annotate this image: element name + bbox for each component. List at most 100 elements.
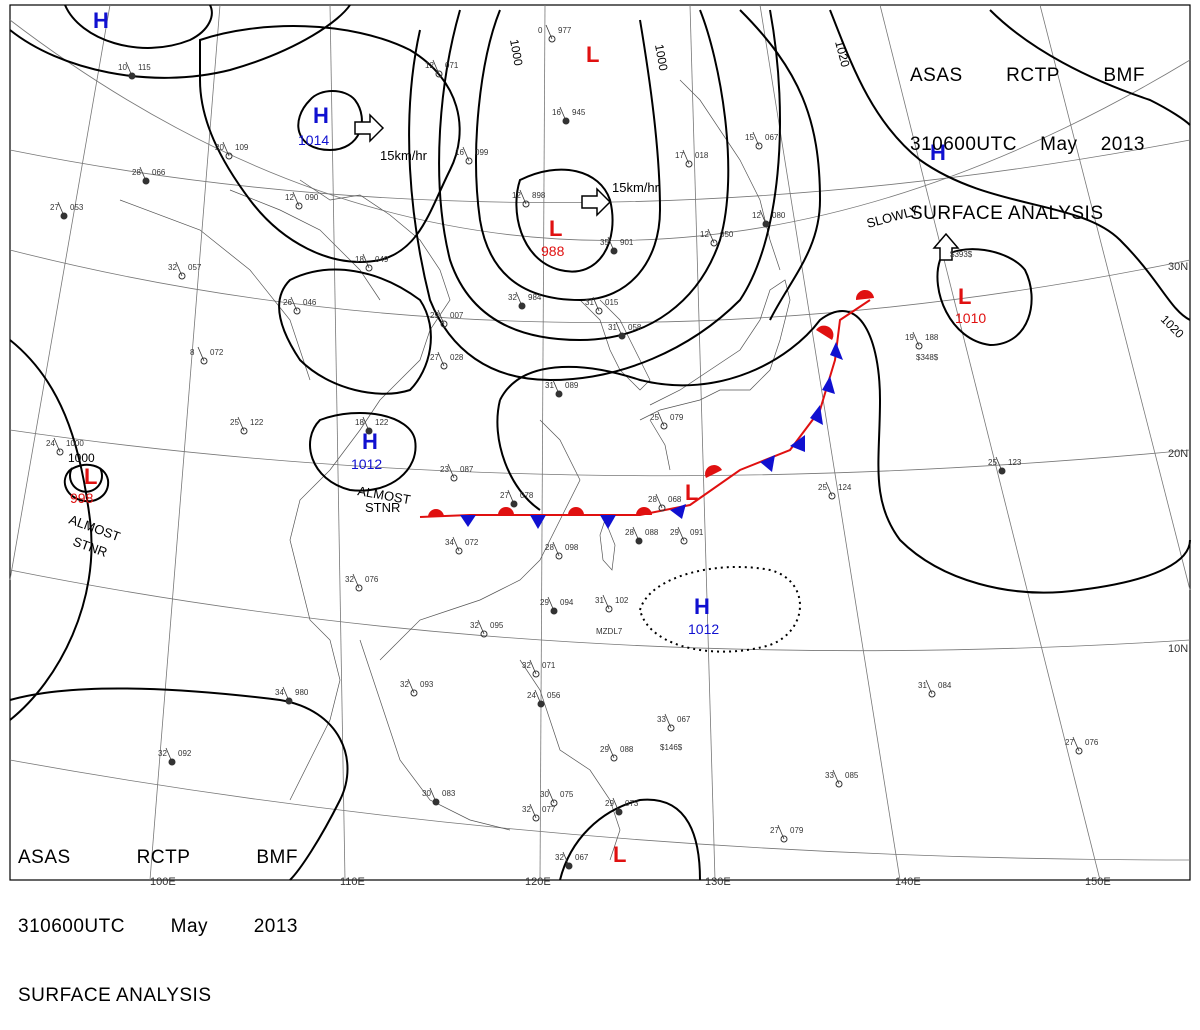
station-temp: 12 bbox=[285, 193, 294, 202]
station-temp: 25 bbox=[650, 413, 659, 422]
isobar-1016-ne bbox=[739, 9, 822, 321]
station-temp: 23 bbox=[440, 465, 449, 474]
high-value: 1012 bbox=[351, 456, 382, 472]
isobars bbox=[9, 4, 1191, 881]
station-pressure: 071 bbox=[445, 61, 459, 70]
station-circle bbox=[680, 537, 688, 545]
lon-label-150e: 150E bbox=[1085, 876, 1111, 888]
station-plot: 12 050 bbox=[700, 228, 734, 247]
wind-barb bbox=[545, 24, 553, 40]
circulation-symbol bbox=[69, 467, 103, 493]
station-temp: 32 bbox=[522, 661, 531, 670]
station-temp: 16 bbox=[455, 148, 464, 157]
station-temp: 24 bbox=[527, 691, 536, 700]
station-circle bbox=[658, 504, 666, 512]
station-plot: 28 068 bbox=[648, 493, 682, 512]
station-plot: 27 028 bbox=[430, 351, 464, 370]
wind-barb bbox=[407, 678, 415, 694]
wind-barb bbox=[452, 536, 460, 552]
isobar-1020 bbox=[829, 9, 1191, 321]
station-pressure: 945 bbox=[572, 108, 586, 117]
station-plot: 29 094 bbox=[540, 596, 574, 615]
wind-barb bbox=[447, 463, 455, 479]
station-temp: 17 bbox=[675, 151, 684, 160]
isobar-h1012-dotted bbox=[638, 566, 801, 653]
station-temp: 32 bbox=[400, 680, 409, 689]
station-plot: 34 072 bbox=[445, 536, 479, 555]
station-temp: 29 bbox=[670, 528, 679, 537]
wind-barb bbox=[175, 261, 183, 277]
korea-coast bbox=[579, 299, 651, 391]
isobar-label: 1000 bbox=[507, 38, 525, 67]
cold-front-barb bbox=[810, 405, 823, 425]
station-plot: 23 087 bbox=[440, 463, 474, 482]
station-temp: 28 bbox=[648, 495, 657, 504]
station-pressure: 007 bbox=[450, 311, 464, 320]
meridian-120e bbox=[539, 4, 546, 881]
station-pressure: 087 bbox=[460, 465, 474, 474]
header-office: BMF bbox=[256, 847, 298, 868]
japan-coast bbox=[639, 279, 791, 421]
station-pressure: 102 bbox=[615, 596, 629, 605]
low-marker: L bbox=[613, 842, 626, 867]
station-temp: 33 bbox=[825, 771, 834, 780]
station-pressure: 080 bbox=[772, 211, 786, 220]
station-circle bbox=[780, 835, 788, 843]
station-circle bbox=[555, 390, 563, 398]
station-pressure: 091 bbox=[690, 528, 704, 537]
sakhalin-coast bbox=[679, 79, 781, 271]
station-temp: 20 bbox=[215, 143, 224, 152]
station-circle bbox=[562, 117, 570, 125]
isobar-h1012-west bbox=[309, 412, 417, 492]
station-plot: 28 088 bbox=[625, 526, 659, 545]
station-circle bbox=[365, 427, 373, 435]
low-value: 998 bbox=[70, 490, 94, 506]
lat-label-10n: 10N bbox=[1168, 643, 1188, 655]
station-pressure: 083 bbox=[442, 789, 456, 798]
high-marker: H bbox=[694, 594, 710, 619]
parallel-10n bbox=[9, 569, 1191, 652]
parallels bbox=[9, 19, 1191, 861]
station-pressure: 092 bbox=[178, 749, 192, 758]
wind-barb bbox=[547, 788, 555, 804]
ryukyu-arc bbox=[649, 419, 671, 471]
station-circle bbox=[455, 547, 463, 555]
station-circle bbox=[142, 177, 150, 185]
station-circle bbox=[200, 357, 208, 365]
station-plot: 34 980 bbox=[275, 686, 309, 705]
station-pressure: 053 bbox=[70, 203, 84, 212]
station-plot: 32 984 bbox=[508, 291, 542, 310]
station-circle bbox=[610, 247, 618, 255]
wind-barb bbox=[292, 191, 300, 207]
isobar-label: 1000 bbox=[68, 451, 95, 465]
station-temp: 12 bbox=[512, 191, 521, 200]
station-pressure: 124 bbox=[838, 483, 852, 492]
isobar-1020-north bbox=[989, 9, 1191, 126]
isobar-west-edge bbox=[9, 339, 93, 721]
station-pressure: 072 bbox=[210, 348, 224, 357]
station-temp: 24 bbox=[46, 439, 55, 448]
station-pressure: 093 bbox=[420, 680, 434, 689]
map-background bbox=[0, 0, 1200, 900]
station-temp: 29 bbox=[600, 745, 609, 754]
station-temp: 32 bbox=[168, 263, 177, 272]
station-temp: 15 bbox=[745, 133, 754, 142]
station-notes: $348$ $393$ $146$ MZDL7 bbox=[596, 250, 973, 752]
station-circle bbox=[295, 202, 303, 210]
wind-barb bbox=[912, 331, 920, 347]
station-plot: 15 067 bbox=[745, 131, 779, 150]
station-temp: 27 bbox=[1065, 738, 1074, 747]
station-pressure: 067 bbox=[765, 133, 779, 142]
china-coast-south bbox=[379, 419, 581, 661]
station-pressure: 078 bbox=[520, 491, 534, 500]
station-circle bbox=[595, 307, 603, 315]
station-pressure: 984 bbox=[528, 293, 542, 302]
station-circle bbox=[56, 448, 64, 456]
wind-barb bbox=[362, 253, 370, 269]
station-plot: 10 115 bbox=[118, 61, 151, 80]
wind-barb bbox=[825, 481, 833, 497]
station-temp: 27 bbox=[770, 826, 779, 835]
station-circle bbox=[565, 862, 573, 870]
low-marker: L bbox=[84, 464, 97, 489]
